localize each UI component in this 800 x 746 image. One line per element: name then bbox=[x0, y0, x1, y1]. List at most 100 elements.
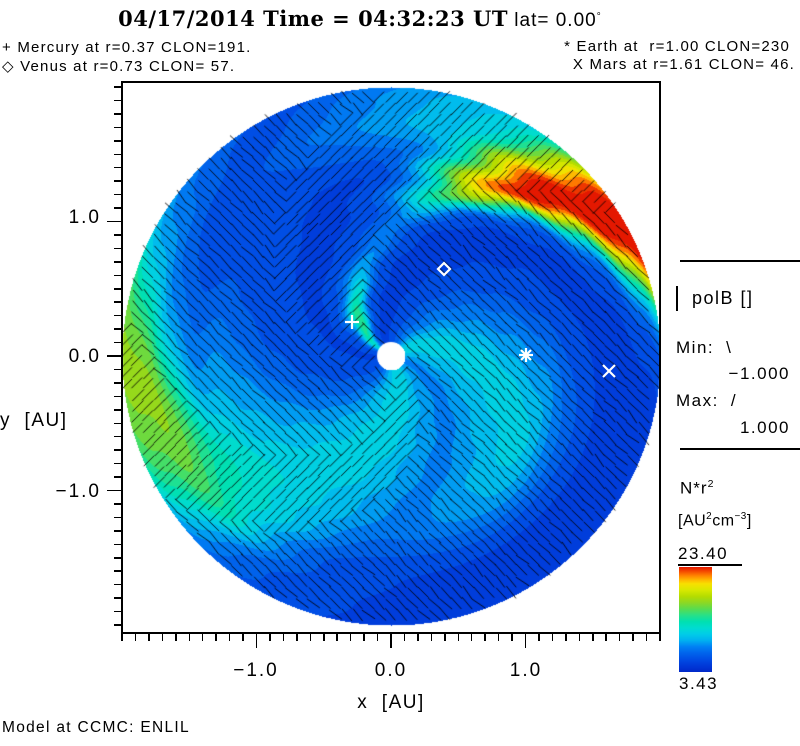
axis-tick bbox=[228, 634, 231, 641]
axis-tick bbox=[114, 409, 121, 411]
axis-tick bbox=[114, 382, 121, 384]
axis-tick bbox=[114, 530, 121, 532]
legend-mercury: + Mercury at r=0.37 CLON=191. bbox=[2, 39, 252, 56]
axis-tick bbox=[114, 476, 121, 478]
axis-tick bbox=[618, 634, 621, 641]
colorbar-max-value: 23.40 bbox=[678, 544, 729, 563]
legend-venus: ◇ Venus at r=0.73 CLON= 57. bbox=[2, 58, 236, 75]
x-tick-label-0: 0.0 bbox=[374, 660, 408, 681]
axis-tick bbox=[578, 634, 581, 641]
polb-legend-bottom-rule bbox=[680, 448, 800, 450]
units-part: cm bbox=[712, 512, 735, 530]
axis-tick bbox=[632, 634, 634, 641]
axis-tick bbox=[417, 634, 419, 641]
heliosphere-density-map bbox=[121, 81, 661, 634]
axis-tick bbox=[296, 634, 298, 641]
degree-symbol: ° bbox=[596, 11, 602, 23]
axis-tick bbox=[114, 140, 121, 142]
axis-tick bbox=[114, 368, 121, 371]
axis-tick bbox=[349, 634, 352, 641]
axis-tick bbox=[363, 634, 365, 641]
axis-tick bbox=[134, 634, 137, 641]
axis-tick bbox=[114, 113, 121, 115]
axis-tick bbox=[161, 634, 164, 641]
axis-tick bbox=[444, 634, 446, 641]
polb-max-value: 1.000 bbox=[739, 418, 790, 437]
colorbar-label-base: N*r bbox=[680, 478, 708, 498]
colorbar-min-value: 3.43 bbox=[679, 674, 719, 693]
axis-tick bbox=[497, 634, 500, 641]
axis-tick bbox=[114, 153, 121, 155]
axis-tick bbox=[114, 247, 121, 250]
axis-tick bbox=[114, 301, 121, 303]
y-tick-label-0: 0.0 bbox=[68, 346, 101, 367]
polb-legend-top-rule bbox=[680, 260, 800, 262]
units-sup: 2 bbox=[706, 511, 713, 522]
axis-tick bbox=[659, 634, 661, 641]
axis-tick bbox=[107, 489, 121, 492]
axis-tick bbox=[470, 634, 473, 641]
axis-tick bbox=[107, 220, 121, 223]
axis-tick bbox=[114, 314, 121, 317]
axis-tick bbox=[114, 126, 121, 129]
axis-tick bbox=[114, 624, 121, 626]
axis-tick bbox=[323, 634, 325, 641]
axis-tick bbox=[551, 634, 554, 641]
axis-tick bbox=[175, 634, 177, 641]
plot-title: 04/17/2014 Time = 04:32:23 UT lat= 0.00° bbox=[0, 6, 720, 32]
axis-tick bbox=[114, 462, 121, 465]
axis-tick bbox=[605, 634, 607, 641]
axis-tick bbox=[524, 634, 527, 648]
axis-tick bbox=[309, 634, 312, 641]
colorbar-quantity-label: N*r2 bbox=[680, 478, 714, 499]
axis-tick bbox=[282, 634, 285, 641]
axis-tick bbox=[114, 435, 121, 438]
axis-tick bbox=[114, 328, 121, 330]
axis-tick bbox=[114, 543, 121, 546]
negative-polarity-hatch-icon: \ bbox=[726, 338, 733, 357]
axis-tick bbox=[114, 422, 121, 424]
axis-tick bbox=[114, 180, 121, 182]
polb-legend-title: polB [] bbox=[676, 286, 754, 311]
plot-title-latitude: lat= 0.00 bbox=[508, 10, 597, 31]
axis-tick bbox=[114, 583, 121, 586]
colorbar-label-sup: 2 bbox=[707, 478, 715, 490]
axis-tick bbox=[457, 634, 459, 641]
axis-tick bbox=[114, 395, 121, 398]
axis-tick bbox=[114, 557, 121, 559]
axis-tick bbox=[114, 166, 121, 169]
axis-tick bbox=[430, 634, 433, 641]
legend-earth: * Earth at r=1.00 CLON=230 bbox=[564, 38, 790, 55]
positive-polarity-hatch-icon: / bbox=[730, 391, 738, 410]
axis-tick bbox=[121, 634, 123, 641]
axis-tick bbox=[114, 597, 121, 599]
axis-tick bbox=[114, 99, 121, 102]
x-axis-label: x [AU] bbox=[357, 692, 425, 713]
axis-tick bbox=[114, 261, 121, 263]
axis-tick bbox=[114, 274, 121, 277]
axis-tick bbox=[107, 355, 121, 357]
axis-tick bbox=[188, 634, 190, 641]
polb-max-label: Max: bbox=[676, 391, 719, 410]
axis-tick bbox=[114, 610, 121, 613]
axis-tick bbox=[114, 341, 121, 344]
axis-tick bbox=[376, 634, 379, 641]
axis-tick bbox=[390, 634, 392, 648]
polb-max-row: Max: / bbox=[676, 391, 737, 411]
axis-tick bbox=[114, 234, 121, 236]
x-tick-label-neg1: −1.0 bbox=[233, 660, 279, 681]
axis-tick bbox=[336, 634, 338, 641]
axis-tick bbox=[242, 634, 244, 641]
polb-min-label: Min: bbox=[676, 338, 715, 357]
units-part: [AU bbox=[678, 512, 707, 530]
axis-tick bbox=[645, 634, 648, 641]
colorbar-gradient bbox=[679, 567, 712, 672]
axis-tick bbox=[114, 207, 121, 209]
legend-mars: X Mars at r=1.61 CLON= 46. bbox=[572, 56, 795, 73]
y-axis-label: y [AU] bbox=[0, 410, 68, 431]
axis-tick bbox=[148, 634, 150, 641]
axis-tick bbox=[538, 634, 540, 641]
colorbar-units-label: [AU2cm−3] bbox=[678, 511, 752, 530]
axis-tick bbox=[565, 634, 567, 641]
